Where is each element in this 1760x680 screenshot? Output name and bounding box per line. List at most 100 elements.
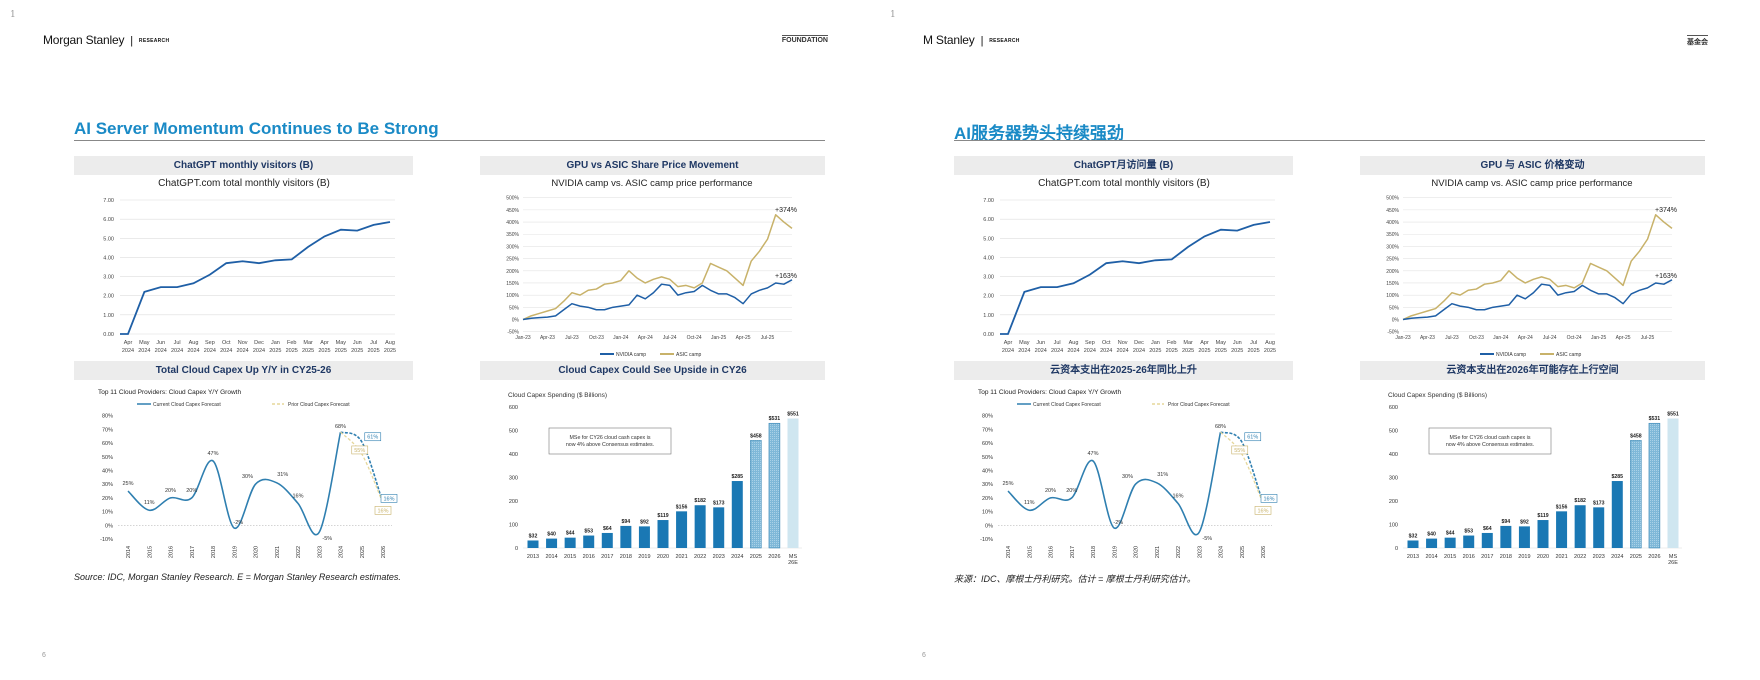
x-tick-label: May	[1216, 340, 1227, 346]
x-tick-line: MS	[1669, 554, 1678, 560]
x-tick-year: 2025	[1182, 348, 1194, 354]
y-tick-label: 400	[509, 452, 518, 458]
x-tick-label: Jan-24	[1493, 335, 1509, 341]
x-tick-line: 26E	[788, 560, 798, 566]
data-label: 47%	[1087, 451, 1098, 457]
y-tick-label: -50%	[507, 330, 519, 336]
bar	[1574, 505, 1586, 548]
data-label: 31%	[277, 472, 288, 478]
y-tick-label: 150%	[506, 281, 519, 287]
current-2026-label: 16%	[1263, 496, 1274, 502]
y-tick-label: 70%	[102, 427, 113, 433]
x-tick-label: 2019	[232, 546, 238, 558]
x-tick-year: 2025	[351, 348, 363, 354]
x-tick-label: Oct	[1102, 340, 1111, 346]
y-tick-label: 5.00	[983, 236, 994, 242]
bar-value-label: $156	[1556, 504, 1568, 510]
chart-header-1: ChatGPT月访问量 (B)	[954, 156, 1293, 175]
x-tick-label: 2017	[1481, 554, 1493, 560]
current-forecast-estimate-line	[340, 431, 384, 504]
x-tick-label: Apr	[1004, 340, 1013, 346]
x-tick-label: 2014	[126, 546, 132, 558]
data-label: -5%	[322, 536, 332, 542]
y-tick-label: 10%	[982, 510, 993, 516]
legend-label-current: Current Cloud Capex Forecast	[153, 402, 221, 408]
x-tick-label: 2015	[147, 546, 153, 558]
chart-title: Top 11 Cloud Providers: Cloud Capex Y/Y …	[98, 389, 241, 396]
x-tick-label: Apr-24	[638, 335, 653, 341]
x-tick-year: 2025	[384, 348, 396, 354]
y-tick-label: 3.00	[983, 275, 994, 281]
logo-divider: |	[980, 35, 984, 47]
bar	[1444, 537, 1456, 548]
cloud-capex-growth-chart: Top 11 Cloud Providers: Cloud Capex Y/Y …	[978, 389, 1278, 558]
x-tick-year: 2025	[269, 348, 281, 354]
x-tick-label: 2019	[1112, 546, 1118, 558]
y-tick-label: 100%	[1386, 293, 1399, 299]
bar-value-label: $92	[1520, 519, 1529, 525]
x-tick-year: 2025	[1264, 348, 1276, 354]
x-tick-label: 2019	[638, 554, 650, 560]
x-tick-label: Apr-25	[1616, 335, 1631, 341]
prior-2025-label-box	[1231, 445, 1249, 455]
y-tick-label: 450%	[506, 208, 519, 214]
current-2025-label: 61%	[367, 435, 378, 441]
x-tick-label: Apr	[124, 340, 133, 346]
bar	[1407, 540, 1419, 548]
y-tick-label: 6.00	[103, 217, 114, 223]
x-tick-label: 2022	[1574, 554, 1586, 560]
chart-header-4: Cloud Capex Could See Upside in CY26	[480, 361, 825, 380]
bar	[583, 535, 595, 548]
current-2025-label-box	[364, 432, 382, 442]
chart-header-2: GPU 与 ASIC 价格变动	[1360, 156, 1705, 175]
data-label: 11%	[144, 500, 155, 506]
x-tick-label: Jul-23	[565, 335, 579, 341]
y-tick-label: 30%	[982, 482, 993, 488]
chatgpt-visitors-chart: ChatGPT.com total monthly visitors (B) 0.…	[983, 178, 1276, 354]
y-tick-label: 0.00	[103, 332, 114, 338]
x-tick-year: 2024	[1133, 348, 1145, 354]
bar-value-label: $458	[750, 433, 762, 439]
bar-value-label: $156	[676, 504, 688, 510]
x-tick-year: 2024	[1018, 348, 1030, 354]
x-tick-label: Jul	[1250, 340, 1257, 346]
x-tick-label: Jul-25	[761, 335, 775, 341]
bar	[546, 538, 558, 548]
bar	[713, 507, 725, 548]
x-tick-label: 2024	[1219, 546, 1225, 558]
chart-header-2: GPU vs ASIC Share Price Movement	[480, 156, 825, 175]
asic-end-label: +374%	[775, 207, 797, 214]
y-tick-label: -50%	[1387, 330, 1399, 336]
chart-title: ChatGPT.com total monthly visitors (B)	[1038, 178, 1210, 189]
x-tick-label: May	[1019, 340, 1030, 346]
y-tick-label: 80%	[982, 414, 993, 420]
legend-label-asic: ASIC camp	[676, 352, 702, 358]
x-tick-year: 2024	[204, 348, 216, 354]
x-tick-label: 2018	[1500, 554, 1512, 560]
x-tick-year: 2024	[237, 348, 249, 354]
bar	[1667, 418, 1679, 548]
x-tick-label: 2015	[564, 554, 576, 560]
data-label: 68%	[1215, 424, 1226, 430]
x-tick-label: Jan	[271, 340, 280, 346]
bar	[1426, 538, 1438, 548]
cloud-capex-growth-chart: Top 11 Cloud Providers: Cloud Capex Y/Y …	[98, 389, 398, 558]
bar-value-label: $92	[640, 519, 649, 525]
x-tick-label: 2018	[211, 546, 217, 558]
page-number: 6	[42, 652, 46, 659]
x-tick-label: Jun	[1233, 340, 1242, 346]
annotation-text: MSe for CY26 cloud cash capex is now 4% a…	[566, 435, 654, 448]
bar	[1648, 422, 1661, 549]
x-tick-label: Oct	[222, 340, 231, 346]
x-tick-year: 2025	[368, 348, 380, 354]
bar	[1611, 481, 1623, 548]
prior-forecast-line	[1220, 431, 1264, 504]
x-tick-label: Jan	[1151, 340, 1160, 346]
annotation-line: now 4% above Consensus estimates.	[566, 442, 654, 448]
x-tick-label: Aug	[1069, 340, 1079, 346]
bar-value-label: $182	[1574, 498, 1586, 504]
x-tick-label: Mar	[303, 340, 313, 346]
y-tick-label: 60%	[102, 441, 113, 447]
y-tick-label: 1.00	[983, 313, 994, 319]
x-tick-label: 2019	[1518, 554, 1530, 560]
